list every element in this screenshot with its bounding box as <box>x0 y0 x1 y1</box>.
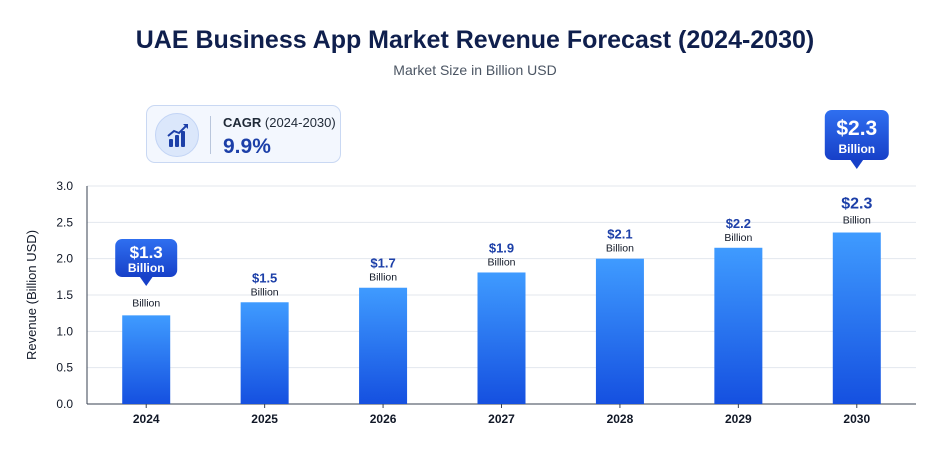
bar-2024 <box>122 315 171 404</box>
y-tick-label: 1.5 <box>56 288 73 302</box>
cagr-label: CAGR (2024-2030) <box>223 115 336 130</box>
x-tick-label: 2026 <box>370 412 397 426</box>
bar-value-label: $2.2 <box>726 216 751 231</box>
bar-unit-label: Billion <box>606 243 634 255</box>
callout-value: $1.3 <box>130 243 163 262</box>
bar-2026 <box>359 287 408 404</box>
x-tick-label: 2024 <box>133 412 160 426</box>
bar-2030 <box>832 232 881 404</box>
callout-unit: Billion <box>838 142 875 156</box>
x-tick-label: 2027 <box>488 412 515 426</box>
bar-value-label: $1.9 <box>489 240 514 255</box>
x-tick-label: 2028 <box>607 412 634 426</box>
cagr-label-period: (2024-2030) <box>261 115 336 130</box>
x-tick-label: 2029 <box>725 412 752 426</box>
chart-subtitle: Market Size in Billion USD <box>393 62 557 78</box>
bar-value-label: $1.7 <box>370 256 395 271</box>
value-callout-2030: $2.3 Billion <box>824 110 889 169</box>
bar-chart-growth-icon <box>155 113 199 157</box>
bar-unit-label: Billion <box>132 297 160 309</box>
cagr-value: 9.9% <box>223 135 271 158</box>
cagr-card: CAGR (2024-2030) 9.9% <box>146 105 341 163</box>
callout-pointer <box>849 159 864 169</box>
y-tick-label: 0.0 <box>56 397 73 411</box>
y-tick-label: 3.0 <box>56 179 73 193</box>
callout-pointer <box>139 276 154 286</box>
bar-value-label: $2.3 <box>841 196 872 213</box>
bar-2029 <box>714 247 763 404</box>
callout-box <box>115 239 178 277</box>
bar-unit-label: Billion <box>843 215 871 227</box>
callout-box <box>824 110 889 160</box>
y-axis-label: Revenue (Billion USD) <box>24 230 39 360</box>
y-tick-label: 2.0 <box>56 252 73 266</box>
callout-unit: Billion <box>128 261 165 275</box>
bar-unit-label: Billion <box>487 256 515 268</box>
x-tick-label: 2025 <box>251 412 278 426</box>
cagr-label-bold: CAGR <box>223 115 262 130</box>
y-tick-label: 0.5 <box>56 361 73 375</box>
chart-title: UAE Business App Market Revenue Forecast… <box>135 26 815 54</box>
bar-value-label: $2.1 <box>607 227 632 242</box>
bar-2027 <box>477 272 526 404</box>
y-tick-label: 2.5 <box>56 215 73 229</box>
callout-value: $2.3 <box>836 117 877 140</box>
cagr-divider <box>210 116 211 154</box>
bar-unit-label: Billion <box>369 272 397 284</box>
bar-2028 <box>595 258 644 404</box>
bar-unit-label: Billion <box>251 286 279 298</box>
bar-2025 <box>240 302 289 404</box>
bar-unit-label: Billion <box>724 232 752 244</box>
bar-value-label: $1.5 <box>252 270 277 285</box>
y-tick-label: 1.0 <box>56 324 73 338</box>
x-tick-label: 2030 <box>843 412 870 426</box>
